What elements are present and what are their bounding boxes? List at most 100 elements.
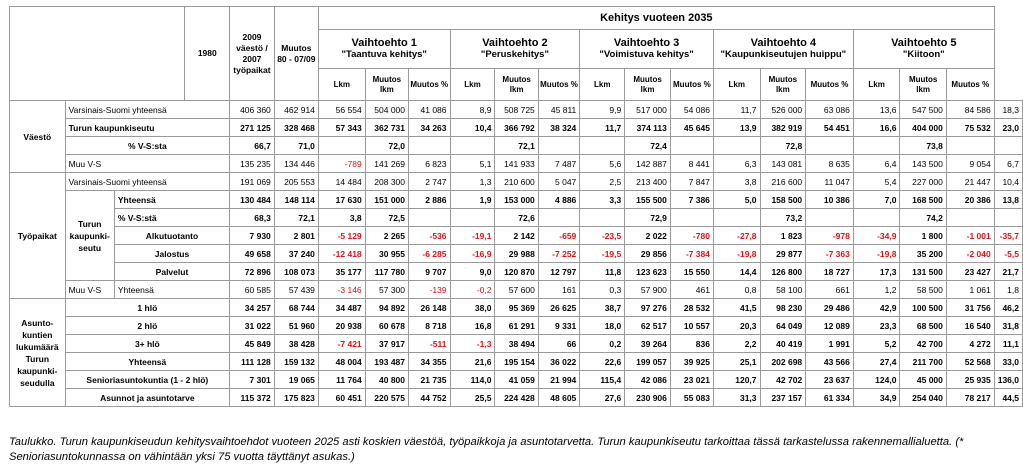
row-label: 2 hlö bbox=[64, 316, 231, 335]
table-cell: 143 500 bbox=[899, 154, 947, 173]
table-cell: 97 276 bbox=[624, 298, 671, 317]
table-cell: 57 900 bbox=[624, 280, 671, 299]
table-cell: -35,7 bbox=[993, 226, 1023, 245]
table-cell: 68,3 bbox=[229, 208, 275, 227]
table-cell: 271 125 bbox=[229, 118, 275, 137]
table-cell: 45 645 bbox=[669, 118, 714, 137]
vaihtoehto-title: Vaihtoehto 4 bbox=[750, 37, 817, 49]
table-cell: 374 113 bbox=[624, 118, 671, 137]
table-cell: 5,1 bbox=[449, 154, 496, 173]
table-cell: -659 bbox=[537, 226, 581, 245]
table-cell: -34,9 bbox=[852, 226, 901, 245]
row-label: % V-S:sta bbox=[64, 136, 231, 155]
table-cell: 14,4 bbox=[712, 262, 761, 281]
group-asunto: Asunto- kuntien lukumäärä Turun kaupunki… bbox=[9, 298, 66, 407]
table-cell: 195 154 bbox=[494, 352, 539, 371]
header-1980: 1980 bbox=[184, 6, 231, 101]
table-cell: 29 988 bbox=[494, 244, 539, 263]
table-cell: 20 938 bbox=[317, 316, 366, 335]
table-cell bbox=[993, 208, 1023, 227]
table-cell: 126 800 bbox=[759, 262, 807, 281]
table-cell: 6 823 bbox=[408, 154, 451, 173]
table-cell: 224 428 bbox=[494, 388, 539, 407]
table-cell: 18 727 bbox=[805, 262, 854, 281]
table-cell: 1,2 bbox=[852, 280, 901, 299]
table-cell bbox=[712, 208, 761, 227]
header-muutos-pct: Muutos % bbox=[945, 68, 995, 101]
table-cell: 31,8 bbox=[993, 316, 1023, 335]
table-cell: 15 550 bbox=[669, 262, 714, 281]
table-cell: 28 532 bbox=[669, 298, 714, 317]
table-cell: 35 200 bbox=[899, 244, 947, 263]
table-cell: 159 132 bbox=[273, 352, 319, 371]
table-cell: 115,4 bbox=[579, 370, 626, 389]
table-row: Senioriasuntokuntia (1 - 2 hlö) 7 301 19 0… bbox=[10, 370, 1023, 389]
table-cell: 37 240 bbox=[273, 244, 319, 263]
table-cell: 17,3 bbox=[852, 262, 901, 281]
table-cell: 42 700 bbox=[899, 334, 947, 353]
table-cell: 61 291 bbox=[494, 316, 539, 335]
table-cell: 39 925 bbox=[669, 352, 714, 371]
table-cell: 7 301 bbox=[229, 370, 275, 389]
table-cell: 71,0 bbox=[273, 136, 319, 155]
table-cell: 142 887 bbox=[624, 154, 671, 173]
table-cell: 34,9 bbox=[852, 388, 901, 407]
table-cell: 9,9 bbox=[579, 100, 626, 119]
table-cell: 8,9 bbox=[449, 100, 496, 119]
table-cell bbox=[805, 136, 854, 155]
header-muutos-pct: Muutos % bbox=[805, 68, 854, 101]
table-cell: 44 752 bbox=[408, 388, 451, 407]
row-label: Yhteensä bbox=[113, 190, 231, 209]
table-row: Yhteensä 111 128 159 132 48 004 193 487 34 35… bbox=[10, 352, 1023, 371]
header-vaihtoehto-1: Vaihtoehto 1 "Taantuva kehitys" bbox=[317, 29, 451, 69]
group-tyopaikat: Työpaikat bbox=[9, 172, 66, 299]
table-cell: 36 022 bbox=[537, 352, 581, 371]
table-cell: 11 047 bbox=[805, 172, 854, 191]
header-lkm: Lkm bbox=[852, 68, 901, 101]
table-cell: 31 756 bbox=[945, 298, 995, 317]
table-cell: -1 001 bbox=[945, 226, 995, 245]
table-cell: 168 500 bbox=[899, 190, 947, 209]
row-label: Yhteensä bbox=[64, 352, 231, 371]
table-cell: 227 000 bbox=[899, 172, 947, 191]
table-cell: 60 451 bbox=[317, 388, 366, 407]
table-cell bbox=[317, 136, 366, 155]
table-cell: 54 451 bbox=[805, 118, 854, 137]
table-cell: 21,7 bbox=[993, 262, 1023, 281]
table-cell: 2,5 bbox=[579, 172, 626, 191]
table-cell: 40 419 bbox=[759, 334, 807, 353]
table-cell: 23 021 bbox=[669, 370, 714, 389]
header-muutos-lkm: Muutos lkm bbox=[494, 68, 539, 101]
table-cell bbox=[852, 208, 901, 227]
table-cell: 5,2 bbox=[852, 334, 901, 353]
table-cell: 19 065 bbox=[273, 370, 319, 389]
table-cell: 34 257 bbox=[229, 298, 275, 317]
table-row: Jalostus 49 658 37 240 -12 418 30 955 -6 285-… bbox=[10, 244, 1023, 263]
table-cell: 230 906 bbox=[624, 388, 671, 407]
table-cell: 57 600 bbox=[494, 280, 539, 299]
table-cell: 1 823 bbox=[759, 226, 807, 245]
table-row: Asunto- kuntien lukumäärä Turun kaupunki… bbox=[9, 298, 1023, 407]
table-cell: 12 089 bbox=[805, 316, 854, 335]
table-cell: 237 157 bbox=[759, 388, 807, 407]
table-cell: 22,6 bbox=[579, 352, 626, 371]
table-cell: 362 731 bbox=[364, 118, 410, 137]
table-cell: 51 960 bbox=[273, 316, 319, 335]
table-cell: 141 269 bbox=[364, 154, 410, 173]
table-row: Alkutuotanto 7 930 2 801 -5 129 2 265 -536 -19… bbox=[10, 226, 1023, 245]
table-cell: 153 000 bbox=[494, 190, 539, 209]
table-cell: 29 856 bbox=[624, 244, 671, 263]
table-cell: 57 300 bbox=[364, 280, 410, 299]
table-cell: 2 142 bbox=[494, 226, 539, 245]
table-cell: 73,8 bbox=[899, 136, 947, 155]
table-cell: 508 725 bbox=[494, 100, 539, 119]
table-cell: 404 000 bbox=[899, 118, 947, 137]
vaihtoehto-title: Vaihtoehto 2 bbox=[482, 37, 548, 49]
row-label: Muu V-S bbox=[64, 154, 231, 173]
table-cell: 2 022 bbox=[624, 226, 671, 245]
table-cell: 175 823 bbox=[273, 388, 319, 407]
table-cell: -0,2 bbox=[449, 280, 496, 299]
table-row: % V-S:stä 68,3 72,1 3,8 72,5 72,6 72,9 73,2 74,2 bbox=[10, 208, 1023, 227]
table-cell: 254 040 bbox=[899, 388, 947, 407]
table-cell: 26 148 bbox=[408, 298, 451, 317]
